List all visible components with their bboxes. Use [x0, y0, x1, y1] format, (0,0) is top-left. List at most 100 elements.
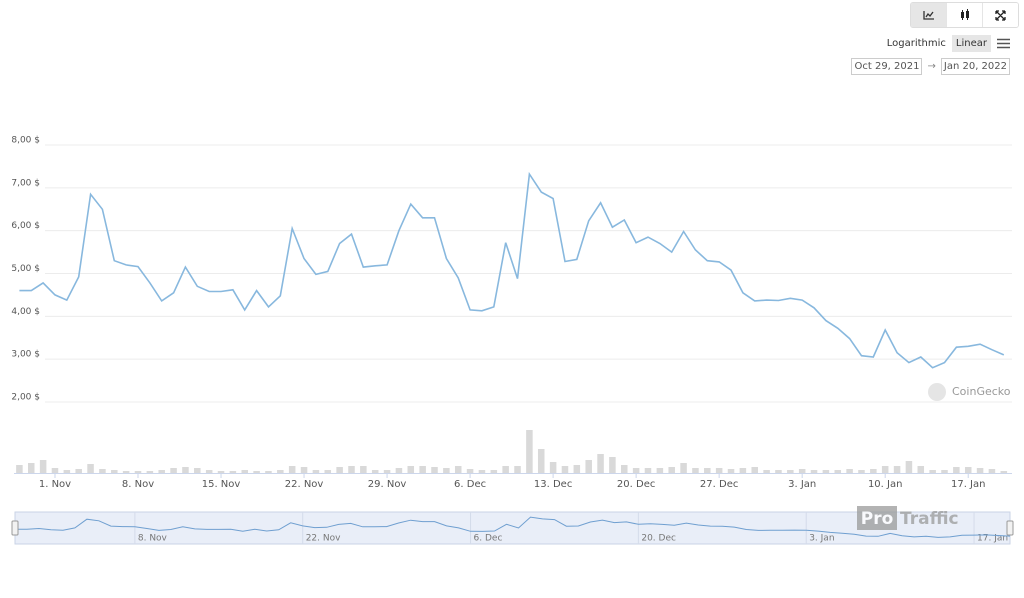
brand-watermark: Pro Traffic — [857, 506, 959, 530]
fullscreen-button[interactable] — [982, 3, 1018, 27]
volume-bar — [573, 465, 581, 473]
volume-bar — [668, 467, 675, 473]
menu-button[interactable] — [997, 38, 1010, 49]
range-arrow: → — [927, 61, 936, 72]
volume-bar — [585, 460, 592, 473]
x-tick-label: 17. Jan — [951, 479, 986, 490]
x-tick-label: 3. Jan — [788, 479, 816, 490]
navigator-label: 3. Jan — [809, 534, 834, 544]
brand-box-text: Pro — [861, 509, 894, 529]
volume-bar — [182, 467, 189, 473]
y-tick-label: 4,00 $ — [11, 307, 40, 317]
navigator-handle — [11, 520, 19, 536]
volume-bar — [122, 471, 130, 473]
volume-bar — [158, 470, 165, 473]
x-tick-label: 10. Jan — [868, 479, 903, 490]
volume-bar — [39, 460, 47, 473]
volume-bar — [1000, 471, 1008, 473]
fullscreen-icon — [995, 9, 1006, 21]
navigator-handle — [1006, 520, 1014, 536]
volume-bar — [976, 468, 984, 473]
candle-icon — [960, 9, 969, 20]
volume-bar — [775, 470, 782, 473]
y-tick-label: 6,00 $ — [11, 221, 40, 231]
y-tick-label: 7,00 $ — [11, 178, 40, 188]
volume-bar — [858, 470, 865, 473]
x-tick-label: 8. Nov — [122, 479, 154, 490]
volume-bar — [194, 468, 201, 473]
volume-bar — [27, 463, 35, 473]
volume-bar — [549, 462, 557, 473]
volume-bar — [443, 468, 450, 473]
volume-bar — [383, 470, 391, 473]
brand-rest-text: Traffic — [900, 509, 959, 529]
volume-bar — [787, 470, 794, 473]
volume-bar — [917, 466, 925, 473]
volume-bar — [217, 471, 225, 473]
volume-bar — [75, 469, 82, 473]
volume-bar — [846, 469, 853, 473]
volume-bar — [253, 471, 260, 473]
source-label: CoinGecko — [952, 385, 1011, 398]
x-tick-label: 20. Dec — [617, 479, 655, 490]
volume-bar — [644, 468, 652, 473]
volume-bar — [111, 470, 118, 473]
volume-bar — [87, 464, 94, 473]
y-tick-label: 3,00 $ — [11, 350, 40, 360]
volume-bar — [881, 466, 889, 473]
scale-option[interactable]: Linear — [951, 35, 991, 52]
line-chart-button[interactable] — [911, 3, 946, 27]
volume-bar — [265, 471, 272, 473]
scale-option[interactable]: Logarithmic — [886, 38, 946, 49]
volume-bar — [763, 470, 770, 473]
volume-bar — [692, 468, 699, 473]
volume-bar — [526, 430, 533, 473]
y-tick-label: 8,00 $ — [11, 136, 40, 146]
volume-bar — [134, 471, 142, 473]
x-tick-label: 6. Dec — [454, 479, 486, 490]
price-line — [19, 171, 1005, 369]
scale-switch: Logarithmic Linear — [881, 35, 1010, 52]
volume-bar — [941, 470, 948, 473]
volume-bar — [988, 469, 996, 473]
page: {"toolbar": {"scale_options": ["Logarith… — [11, 2, 1019, 545]
volume-bar — [63, 470, 71, 473]
volume-bar — [360, 466, 367, 473]
date-range: Oct 29, 2021 → Jan 20, 2022 — [851, 58, 1010, 75]
volume-bar — [964, 467, 972, 473]
volume-bar — [704, 468, 711, 473]
volume-bar — [929, 470, 936, 473]
volume-bar — [371, 470, 379, 473]
volume-bar — [348, 466, 355, 473]
x-tick-label: 22. Nov — [285, 479, 324, 490]
volume-bar — [893, 466, 901, 473]
volume-bar — [288, 466, 296, 473]
volume-bar — [632, 468, 640, 473]
volume-bar — [537, 449, 545, 473]
x-tick-label: 15. Nov — [202, 479, 241, 490]
chart: CoinGecko 2,00 $ 3,00 $ 4,00 $ 5,00 $ 6,00 $… — [11, 136, 1014, 545]
volume-bar — [715, 468, 723, 473]
x-tick-label: 1. Nov — [39, 479, 71, 490]
volume-bar — [514, 466, 521, 473]
volume-bar — [300, 467, 308, 473]
volume-bar — [146, 471, 154, 473]
source-watermark: CoinGecko — [928, 383, 1011, 401]
candle-chart-button[interactable] — [946, 3, 982, 27]
navigator-label: 6. Dec — [474, 534, 503, 544]
volume-bar — [609, 457, 616, 473]
x-tick-label: 13. Dec — [534, 479, 572, 490]
chart-type-buttons — [910, 2, 1019, 28]
y-tick-label: 2,00 $ — [11, 393, 40, 403]
volume-bar — [16, 465, 23, 473]
volume-bar — [870, 469, 877, 473]
volume-bar — [751, 467, 758, 473]
navigator-label: 20. Dec — [641, 534, 676, 544]
volume-bar — [822, 470, 830, 473]
range-from[interactable]: Oct 29, 2021 — [851, 58, 923, 75]
volume-bar — [621, 465, 628, 473]
range-to[interactable]: Jan 20, 2022 — [940, 58, 1010, 75]
navigator-label: 22. Nov — [306, 534, 341, 544]
line-icon — [922, 11, 934, 20]
volume-bar — [597, 454, 604, 473]
